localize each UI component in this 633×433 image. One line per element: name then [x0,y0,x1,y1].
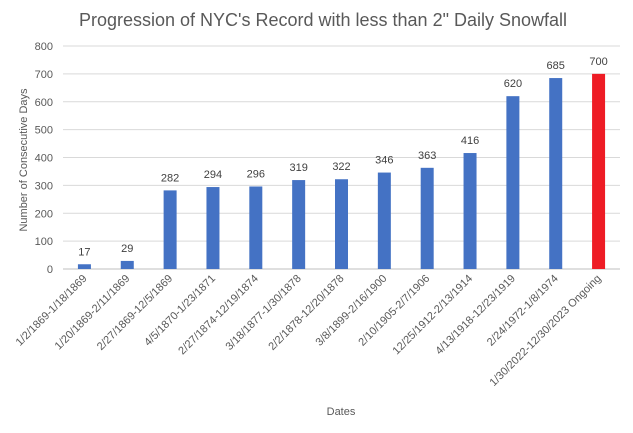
bar [463,153,477,269]
bar [163,190,177,269]
x-tick-label: 2/10/1905-2/7/1906 [356,273,432,349]
data-label: 346 [375,155,393,167]
bar [249,186,263,269]
bar [377,172,391,269]
gridlines [63,45,620,270]
data-label: 296 [247,168,265,180]
x-tick-label: 4/13/1918-12/23/1919 [433,273,518,358]
y-tick-label: 400 [35,153,53,165]
x-axis-title: Dates [327,406,356,418]
x-tick-label: 1/20/1869-2/11/1869 [53,273,133,353]
y-tick-label: 100 [35,236,53,248]
data-label: 620 [504,78,522,90]
data-label: 685 [547,60,565,72]
bar [206,187,220,269]
bar [77,264,91,269]
y-tick-label: 500 [35,125,53,137]
x-tick-label: 2/2/1878-12/20/1878 [266,273,346,353]
y-tick-label: 0 [47,264,53,276]
x-tick-label: 1/2/1869-1/18/1869 [14,273,90,349]
data-label: 322 [332,161,350,173]
x-tick-label: 12/25/1912-2/13/1914 [391,273,476,358]
bars [77,73,606,270]
x-tick-label: 2/27/1874-12/19/1874 [176,273,261,358]
data-label: 319 [289,162,307,174]
data-label: 363 [418,150,436,162]
data-label: 416 [461,135,479,147]
data-label: 700 [589,56,607,68]
y-tick-label: 300 [35,180,53,192]
y-axis-title: Number of Consecutive Days [18,88,30,232]
bar [335,179,348,269]
x-tick-label: 2/27/1869-12/5/1869 [95,273,175,353]
bar [292,180,306,269]
chart-title: Progression of NYC's Record with less th… [79,10,567,30]
y-tick-label: 700 [35,69,53,81]
data-label: 282 [161,172,179,184]
bar [420,167,434,269]
y-tick-label: 600 [35,97,53,109]
x-tick-label: 3/8/1899-2/16/1900 [314,273,390,349]
bar [120,260,134,269]
bar [506,96,520,269]
x-tick-label: 2/24/1972-1/8/1974 [485,273,561,349]
data-label: 17 [78,246,90,258]
y-tick-label: 200 [35,208,53,220]
y-axis-ticks: 0 100 200 300 400 500 600 700 800 [35,41,53,276]
data-label: 29 [121,243,133,255]
bar [592,73,606,269]
x-tick-label: 3/18/1877-1/30/1878 [223,273,303,353]
data-labels: 17 29 282 294 296 319 322 346 363 416 620 685 700 [78,56,607,258]
x-tick-label: 4/5/1870-1/23/1871 [142,273,218,349]
bar [549,78,563,270]
y-tick-label: 800 [35,41,53,53]
x-axis-categories: 1/2/1869-1/18/18691/20/1869-2/11/18692/2… [14,273,604,389]
data-label: 294 [204,169,222,181]
